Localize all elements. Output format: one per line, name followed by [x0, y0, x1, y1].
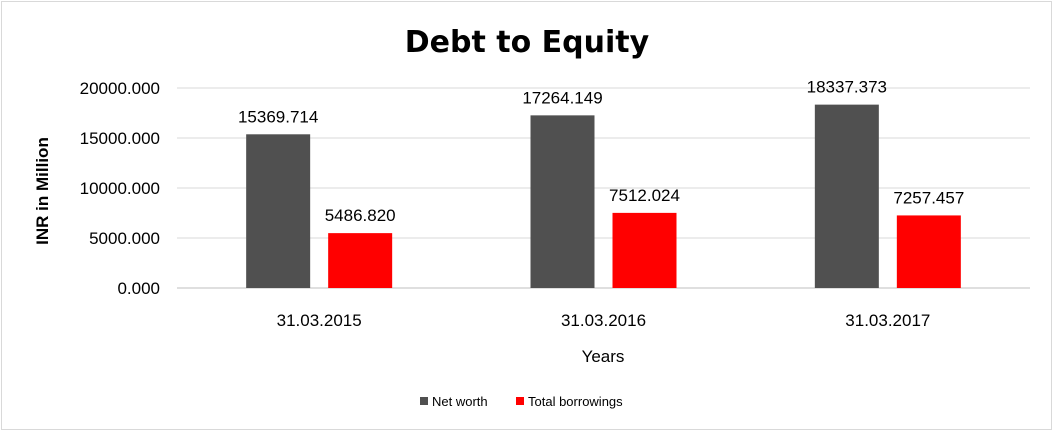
gridlines	[177, 87, 1030, 289]
x-tick-label: 31.03.2017	[845, 311, 930, 330]
bar-networth	[246, 134, 311, 288]
chart-title: Debt to Equity	[405, 25, 650, 60]
bar-total-borrowings	[612, 212, 677, 288]
x-axis-title: Years	[582, 347, 625, 366]
y-tick-label: 20000.000	[80, 79, 160, 98]
legend-label: Net worth	[432, 394, 488, 409]
bar-networth	[530, 115, 595, 288]
legend-swatch	[516, 397, 524, 405]
y-tick-label: 10000.000	[80, 179, 160, 198]
y-axis-ticks: 0.000 5000.000 10000.000 15000.000 20000.000	[80, 79, 160, 298]
y-tick-label: 5000.000	[89, 229, 160, 248]
y-tick-label: 0.000	[117, 279, 160, 298]
data-label: 7512.024	[609, 186, 680, 205]
y-tick-label: 15000.000	[80, 129, 160, 148]
legend: Net worth Total borrowings	[420, 394, 623, 409]
data-label: 15369.714	[238, 107, 318, 126]
data-label: 7257.457	[893, 188, 964, 207]
bar-total-borrowings	[896, 215, 961, 288]
data-label: 5486.820	[325, 206, 396, 225]
x-tick-label: 31.03.2015	[277, 311, 362, 330]
bar-networth	[814, 104, 879, 288]
y-axis-title: INR in Million	[33, 137, 52, 245]
x-tick-label: 31.03.2016	[561, 311, 646, 330]
legend-label: Total borrowings	[528, 394, 623, 409]
data-label: 18337.373	[807, 78, 887, 97]
data-label: 17264.149	[522, 88, 602, 107]
bars: 15369.714 5486.820 17264.149 7512.024 18337.…	[238, 78, 964, 288]
x-axis-ticks: 31.03.2015 31.03.2016 31.03.2017	[277, 311, 931, 330]
legend-swatch	[420, 397, 428, 405]
bar-total-borrowings	[328, 233, 393, 288]
